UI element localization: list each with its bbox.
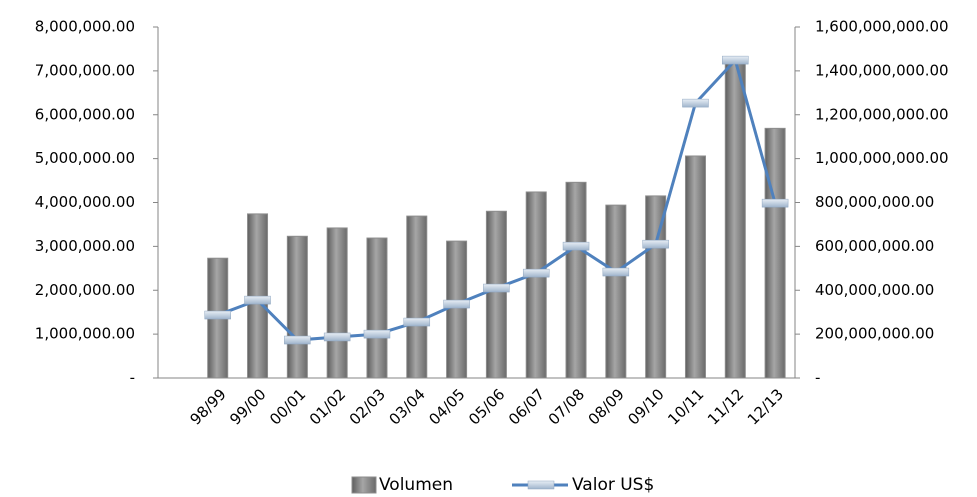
bar <box>605 204 627 379</box>
line-marker <box>323 332 351 342</box>
x-tick-label: 00/01 <box>266 385 309 428</box>
bar <box>286 235 308 379</box>
x-tick-label: 12/13 <box>744 385 787 428</box>
y-tick-label: 5,000,000.00 <box>35 149 135 167</box>
y-tick-label: 6,000,000.00 <box>35 105 135 123</box>
line-marker <box>403 317 431 327</box>
x-tick-label: 03/04 <box>385 385 428 428</box>
y2-tick-label: 1,600,000,000.00 <box>815 18 949 36</box>
line-marker <box>562 241 590 251</box>
x-tick-label: 01/02 <box>306 385 349 428</box>
y-tick-label: 7,000,000.00 <box>35 61 135 79</box>
y-tick-label: 3,000,000.00 <box>35 237 135 255</box>
line-marker <box>284 335 311 345</box>
bar <box>684 155 706 379</box>
bar <box>764 127 786 379</box>
bar <box>366 237 388 379</box>
x-tick-label: 11/12 <box>704 385 747 428</box>
legend-marker <box>527 480 555 490</box>
x-tick-label: 06/07 <box>505 385 548 428</box>
line-marker <box>483 283 510 293</box>
legend-label: Volumen <box>379 475 453 495</box>
x-tick-label: 07/08 <box>545 385 588 428</box>
y2-tick-label: - <box>815 369 820 387</box>
x-tick-label: 99/00 <box>226 385 269 428</box>
x-tick-label: 09/10 <box>624 385 667 428</box>
y2-tick-label: 1,200,000,000.00 <box>815 105 949 123</box>
bar <box>525 191 547 379</box>
y2-tick-label: 1,400,000,000.00 <box>815 61 949 79</box>
x-tick-label: 98/99 <box>186 385 229 428</box>
y2-tick-label: 600,000,000.00 <box>815 237 934 255</box>
x-tick-label: 08/09 <box>585 385 628 428</box>
bar <box>406 215 428 379</box>
line-marker <box>522 268 550 278</box>
line-marker <box>244 295 271 305</box>
bar <box>724 57 746 379</box>
line-marker <box>602 267 630 277</box>
legend-label: Valor US$ <box>572 475 654 495</box>
y-tick-label: - <box>130 369 135 387</box>
line-marker <box>443 299 470 309</box>
legend-swatch <box>351 476 377 494</box>
line-marker <box>204 310 231 320</box>
x-tick-label: 02/03 <box>346 385 389 428</box>
line-marker <box>363 329 391 339</box>
line-marker <box>682 98 709 108</box>
y2-tick-label: 200,000,000.00 <box>815 325 934 343</box>
y-tick-label: 2,000,000.00 <box>35 281 135 299</box>
y-tick-label: 8,000,000.00 <box>35 18 135 36</box>
x-tick-label: 05/06 <box>465 385 508 428</box>
line-marker <box>722 55 749 65</box>
y-tick-label: 4,000,000.00 <box>35 193 135 211</box>
line-marker <box>642 239 669 249</box>
y2-tick-label: 1,000,000,000.00 <box>815 149 949 167</box>
x-tick-label: 04/05 <box>425 385 468 428</box>
y2-tick-label: 400,000,000.00 <box>815 281 934 299</box>
y-tick-label: 1,000,000.00 <box>35 325 135 343</box>
bar <box>565 181 587 379</box>
line-marker <box>761 198 789 208</box>
bar <box>326 227 348 379</box>
bar <box>485 210 507 379</box>
bar <box>446 240 468 379</box>
y2-tick-label: 800,000,000.00 <box>815 193 934 211</box>
x-tick-label: 10/11 <box>664 385 707 428</box>
